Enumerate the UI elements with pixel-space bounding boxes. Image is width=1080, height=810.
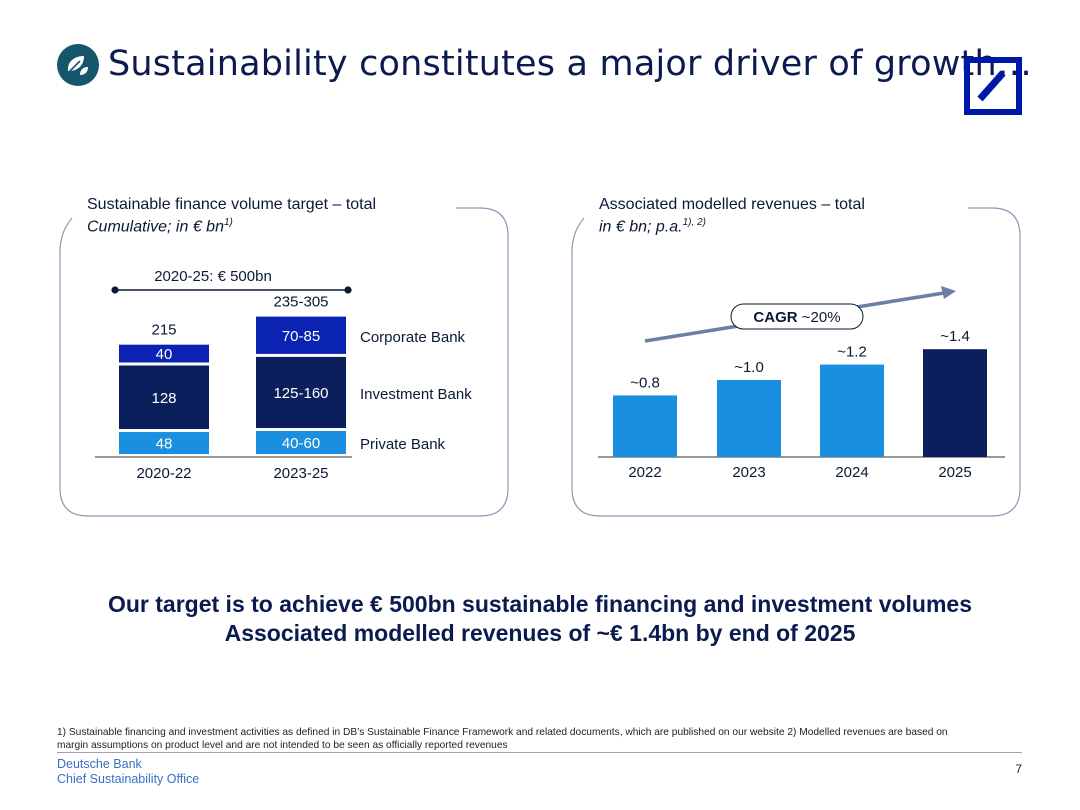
bracket-label: 2020-25: € 500bn — [154, 268, 272, 285]
bar-value-label: 125-160 — [273, 385, 328, 402]
page-number: 7 — [1015, 762, 1022, 776]
x-tick-label: 2023 — [732, 464, 765, 481]
x-tick-label: 2022 — [628, 464, 661, 481]
page-title: Sustainability constitutes a major drive… — [108, 44, 1033, 84]
bar-investment-bank-2020-22 — [119, 365, 209, 430]
bar-value-label: ~0.8 — [630, 374, 660, 391]
bar-value-label: 70-85 — [282, 328, 320, 345]
bar-private-bank-2023-25 — [256, 431, 346, 454]
footer-divider — [57, 752, 1022, 753]
left-panel-title: Sustainable finance volume target – tota… — [87, 196, 377, 213]
headline-line-2: Associated modelled revenues of ~€ 1.4bn… — [224, 620, 856, 646]
right-panel-frame — [571, 207, 1021, 517]
left-chart: 48 128 40 215 2020-22 40-60 125-160 70-85 235-30… — [119, 294, 472, 482]
left-panel-frame — [59, 207, 509, 517]
bar-2023 — [717, 380, 781, 457]
x-tick-label: 2024 — [835, 464, 868, 481]
bar-corporate-bank-2023-25 — [256, 316, 346, 354]
bar-investment-bank-2023-25 — [256, 356, 346, 428]
cagr-pill — [730, 303, 864, 330]
left-panel-subtitle: Cumulative; in € bn1) — [87, 217, 233, 236]
cagr-arrowhead — [941, 286, 956, 299]
legend-private-bank: Private Bank — [360, 436, 446, 453]
right-panel-title: Associated modelled revenues – total — [599, 196, 865, 213]
bar-total-label: 215 — [151, 322, 176, 339]
x-tick-label: 2023-25 — [273, 465, 328, 482]
bracket-dot-left — [111, 286, 119, 294]
leaf-icon — [57, 44, 99, 86]
bar-value-label: 128 — [151, 390, 176, 407]
x-tick-label: 2025 — [938, 464, 971, 481]
right-panel-subtitle: in € bn; p.a.1), 2) — [599, 217, 706, 236]
bar-value-label: 48 — [156, 436, 173, 453]
bar-value-label: 40-60 — [282, 435, 320, 452]
bar-total-label: 235-305 — [273, 294, 328, 311]
bar-value-label: 40 — [156, 346, 173, 363]
footer-org-name: Deutsche Bank — [57, 757, 142, 771]
right-chart: ~0.8 2022 ~1.0 2023 ~1.2 2024 ~1.4 2025 — [613, 328, 987, 481]
bracket-dot-right — [344, 286, 352, 294]
x-tick-label: 2020-22 — [136, 465, 191, 482]
cagr-label: CAGR ~20% — [753, 309, 840, 326]
legend-investment-bank: Investment Bank — [360, 386, 472, 403]
bar-value-label: ~1.0 — [734, 359, 764, 376]
legend-corporate-bank: Corporate Bank — [360, 329, 466, 346]
bar-value-label: ~1.2 — [837, 344, 867, 361]
bar-private-bank-2020-22 — [119, 432, 209, 454]
bar-2022 — [613, 395, 677, 457]
bar-2024 — [820, 364, 884, 457]
bar-corporate-bank-2020-22 — [119, 344, 209, 363]
bar-2025 — [923, 349, 987, 457]
deutsche-bank-logo — [964, 57, 1022, 115]
footnote-line-1: 1) Sustainable financing and investment … — [57, 727, 948, 738]
headline-line-1: Our target is to achieve € 500bn sustain… — [107, 591, 973, 617]
bar-value-label: ~1.4 — [940, 328, 970, 345]
footnote-line-2: margin assumptions on product level and … — [57, 740, 508, 751]
footer-org-unit: Chief Sustainability Office — [57, 772, 200, 786]
